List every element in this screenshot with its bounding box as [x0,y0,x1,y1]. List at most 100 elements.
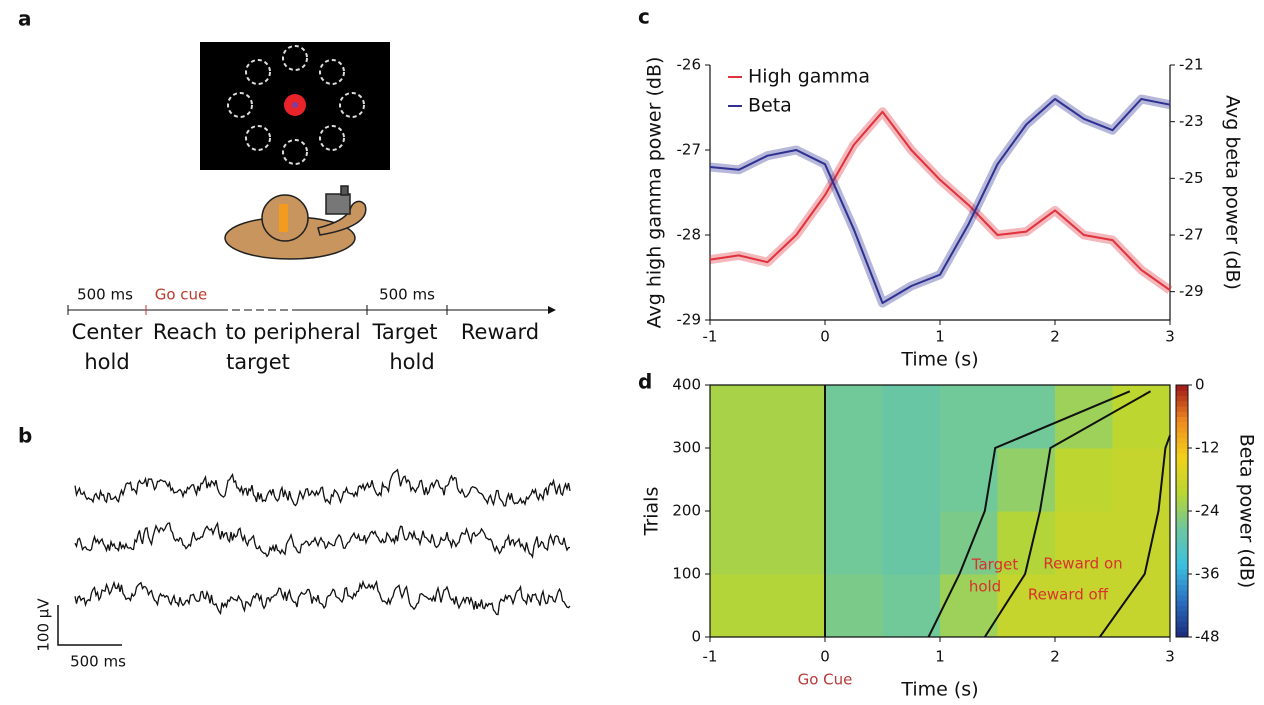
error-band [710,99,1170,303]
go-cue-label: Go Cue [798,671,853,689]
scale-label: 100 µV [35,598,53,652]
heatmap-cell [768,448,826,512]
colorbar-segment [1176,606,1188,612]
timeline [68,305,555,315]
colorbar-segment [1176,464,1188,470]
scale-label: 500 ms [70,653,126,671]
x-tick-label: -1 [703,648,718,666]
y-tick-label: -28 [677,226,702,244]
colorbar-segment [1176,438,1188,444]
lfp-trace [75,470,570,506]
colorbar-segment [1176,585,1188,591]
heatmap-cell [998,448,1056,512]
lfp-trace [75,582,570,615]
event-label: Target [971,556,1019,574]
panel-label: b [18,424,32,448]
colorbar-tick-label: 0 [1195,376,1205,394]
colorbar-segment [1176,396,1188,402]
duration-label: 500 ms [379,286,435,304]
heatmap-cell [998,385,1056,449]
x-tick-label: 0 [820,648,830,666]
colorbar-segment [1176,427,1188,433]
heatmap-cell [1055,448,1113,512]
event-label: Reward on [1043,555,1122,573]
figure: a b c d 500 ms Go cue 500 ms Center hold… [0,0,1264,705]
series-line [710,112,1170,290]
heatmap-cell [883,574,941,638]
x-tick-label: 3 [1165,328,1175,346]
colorbar-segment [1176,453,1188,459]
scale-bar [58,605,122,645]
legend-label: Beta [748,95,792,117]
phase-label: target [226,350,290,374]
heatmap-cell [883,385,941,449]
colorbar-tick-label: -48 [1195,628,1220,646]
colorbar-segment [1176,390,1188,396]
colorbar-segment [1176,537,1188,543]
colorbar-tick-label: -36 [1195,565,1220,583]
heatmap-cell [825,448,883,512]
heatmap-cell [940,385,998,449]
x-tick-label: 1 [935,328,945,346]
task-screen [200,42,390,170]
y2-tick-label: -27 [1179,226,1204,244]
event-label: hold [969,578,1001,596]
y2-tick-label: -23 [1179,112,1204,130]
colorbar-segment [1176,401,1188,407]
y-tick-label: 400 [672,376,701,394]
y-tick-label: 300 [672,439,701,457]
colorbar-segment [1176,448,1188,454]
colorbar-segment [1176,558,1188,564]
heatmap-cell [710,511,768,575]
colorbar-segment [1176,506,1188,512]
phase-label: hold [389,350,434,374]
colorbar-segment [1176,485,1188,491]
colorbar-segment [1176,406,1188,412]
x-tick-label: 1 [935,648,945,666]
colorbar-segment [1176,469,1188,475]
heatmap-cell [825,385,883,449]
colorbar-segment [1176,579,1188,585]
colorbar-segment [1176,522,1188,528]
heatmap-cell [998,574,1056,638]
heatmap-cell [710,574,768,638]
colorbar-segment [1176,411,1188,417]
legend-label: High gamma [748,66,870,88]
heatmap-cell [883,511,941,575]
heatmap-cell [768,574,826,638]
x-tick-label: 2 [1050,648,1060,666]
colorbar-segment [1176,501,1188,507]
heatmap-cell [710,448,768,512]
panel-label: a [18,7,32,31]
y-tick-label: 0 [691,628,701,646]
colorbar-segment [1176,516,1188,522]
phase-label: hold [84,350,129,374]
phase-label: to peripheral [225,320,360,344]
x-axis-label: Time (s) [900,349,978,371]
phase-label: Reach [153,320,217,344]
colorbar-segment [1176,385,1188,391]
heatmap-cell [768,511,826,575]
colorbar-segment [1176,595,1188,601]
x-tick-label: 3 [1165,648,1175,666]
colorbar-segment [1176,480,1188,486]
phase-label: Center [72,320,143,344]
lfp-trace [75,523,570,557]
colorbar-segment [1176,600,1188,606]
colorbar-segment [1176,543,1188,549]
x-axis-label: Time (s) [900,679,978,701]
x-tick-label: 0 [820,328,830,346]
colorbar-segment [1176,422,1188,428]
heatmap-cell [825,574,883,638]
colorbar-segment [1176,564,1188,570]
y-tick-label: -29 [677,311,702,329]
y-axis-label: Trials [641,487,663,537]
colorbar-segment [1176,490,1188,496]
y-tick-label: 100 [672,565,701,583]
colorbar-segment [1176,621,1188,627]
colorbar-segment [1176,474,1188,480]
colorbar-tick-label: -12 [1195,439,1220,457]
panel-label: c [638,5,650,29]
y2-axis-label: Avg beta power (dB) [1222,95,1244,290]
colorbar-tick-label: -24 [1195,502,1220,520]
